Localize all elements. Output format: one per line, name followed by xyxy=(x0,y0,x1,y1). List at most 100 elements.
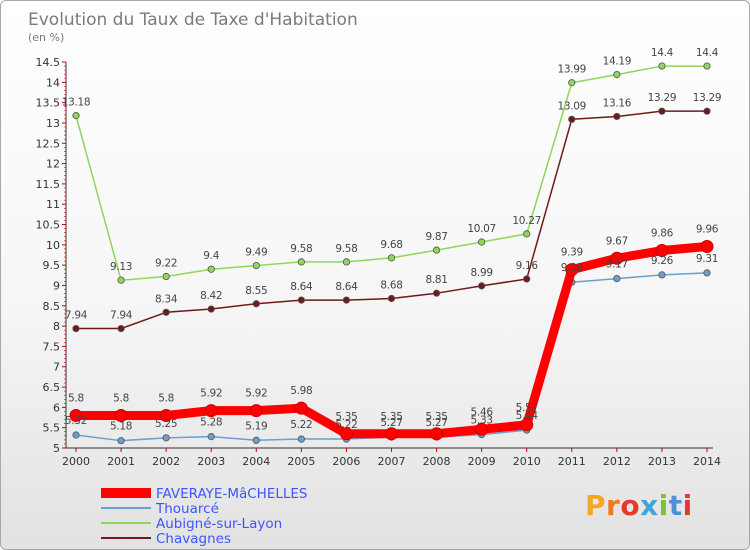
data-point xyxy=(430,427,444,441)
data-label: 13.16 xyxy=(603,97,632,109)
x-tick-label: 2000 xyxy=(62,455,90,468)
x-tick-label: 2012 xyxy=(603,455,631,468)
data-label: 13.99 xyxy=(558,64,587,76)
data-label: 9.22 xyxy=(155,258,177,270)
legend-label: FAVERAYE-MâCHELLES xyxy=(156,486,308,502)
data-label: 7.94 xyxy=(65,310,88,322)
y-tick-label: 10 xyxy=(46,239,60,252)
data-labels-layer: 5.32 5.18 5.25 5.28 5.19 5.22 5.22 5.27 5.27 5.33… xyxy=(62,47,722,433)
data-label: 8.64 xyxy=(290,281,313,293)
data-label: 8.68 xyxy=(380,279,402,291)
data-label: 5.22 xyxy=(335,419,357,431)
data-point xyxy=(342,296,351,304)
y-tick-label: 14 xyxy=(46,76,60,89)
brand-logo: Proxiti xyxy=(585,489,693,522)
data-point xyxy=(565,263,579,277)
data-point xyxy=(72,431,80,439)
data-label: 5.35 xyxy=(335,411,357,423)
data-point xyxy=(520,418,534,432)
data-label: 8.42 xyxy=(200,290,222,302)
data-label: 9.68 xyxy=(380,239,402,251)
data-label: 7.94 xyxy=(110,310,133,322)
data-label: 9.31 xyxy=(696,253,718,265)
legend: FAVERAYE-MâCHELLESThouarcéAubigné-sur-La… xyxy=(101,486,308,547)
x-tick-label: 2010 xyxy=(513,455,541,468)
y-tick-label: 7.5 xyxy=(43,340,61,353)
y-tick-label: 7 xyxy=(53,361,60,374)
data-label: 9.4 xyxy=(203,250,219,262)
x-tick-label: 2004 xyxy=(242,455,270,468)
data-label: 9.17 xyxy=(606,259,628,271)
y-tick-label: 13 xyxy=(46,117,60,130)
data-label: 9.26 xyxy=(651,255,674,267)
series-group xyxy=(72,62,711,284)
data-label: 9.58 xyxy=(290,243,312,255)
data-point xyxy=(252,436,260,444)
data-point xyxy=(162,434,170,442)
data-label: 5.8 xyxy=(113,392,129,404)
data-point xyxy=(613,112,621,121)
y-tick-label: 13.5 xyxy=(36,97,61,110)
data-label: 8.99 xyxy=(471,267,493,279)
series-layer xyxy=(69,62,714,445)
data-point xyxy=(342,258,351,266)
data-point xyxy=(655,244,669,258)
data-label: 9.39 xyxy=(561,247,583,259)
data-label: 8.55 xyxy=(245,285,267,297)
data-label: 14.19 xyxy=(603,56,632,68)
data-label: 5.57 xyxy=(516,402,538,414)
data-label: 5.27 xyxy=(425,417,447,429)
data-label: 5.46 xyxy=(471,406,494,418)
data-label: 9.58 xyxy=(335,243,357,255)
data-label: 5.44 xyxy=(516,410,539,422)
brand-logo-letter: o xyxy=(620,489,641,522)
x-tick-label: 2006 xyxy=(332,455,360,468)
data-label: 14.4 xyxy=(651,47,674,59)
data-label: 5.92 xyxy=(200,388,222,400)
data-label: 5.19 xyxy=(245,420,267,432)
data-point xyxy=(387,254,396,262)
data-point xyxy=(568,115,576,123)
data-label: 9.86 xyxy=(651,228,674,240)
x-tick-label: 2009 xyxy=(468,455,496,468)
data-label: 9.67 xyxy=(606,235,628,247)
x-tick-label: 2003 xyxy=(197,455,225,468)
data-point xyxy=(658,271,666,279)
brand-logo-letter: r xyxy=(606,489,621,522)
data-point xyxy=(703,269,711,277)
data-point xyxy=(475,422,489,436)
data-point xyxy=(297,296,305,304)
data-point xyxy=(703,107,711,115)
x-tick-label: 2002 xyxy=(152,455,180,468)
data-point xyxy=(72,112,80,120)
data-label: 5.8 xyxy=(68,392,84,404)
data-label: 5.22 xyxy=(290,419,312,431)
data-label: 5.27 xyxy=(380,417,402,429)
data-point xyxy=(207,305,215,313)
legend-label: Aubigné-sur-Layon xyxy=(156,516,282,532)
data-point xyxy=(162,272,170,281)
data-label: 5.18 xyxy=(110,421,132,433)
chart-title: Evolution du Taux de Taxe d'Habitation xyxy=(28,10,358,30)
data-point xyxy=(700,239,714,253)
brand-logo-letter: P xyxy=(585,489,607,522)
data-label: 10.07 xyxy=(467,223,496,235)
data-point xyxy=(252,300,260,308)
data-point xyxy=(162,308,170,316)
brand-logo-letter: i xyxy=(658,489,669,522)
y-tick-label: 8 xyxy=(53,320,60,333)
x-tick-label: 2011 xyxy=(558,455,586,468)
data-label: 13.09 xyxy=(558,100,587,112)
data-point xyxy=(204,404,218,418)
data-point xyxy=(658,62,666,70)
x-tick-label: 2013 xyxy=(648,455,676,468)
data-point xyxy=(478,282,486,290)
y-tick-label: 12.5 xyxy=(36,137,61,150)
data-point xyxy=(114,408,128,422)
data-label: 8.64 xyxy=(335,281,358,293)
y-tick-label: 12 xyxy=(46,158,60,171)
data-point xyxy=(297,258,305,266)
data-label: 9.87 xyxy=(425,231,447,243)
